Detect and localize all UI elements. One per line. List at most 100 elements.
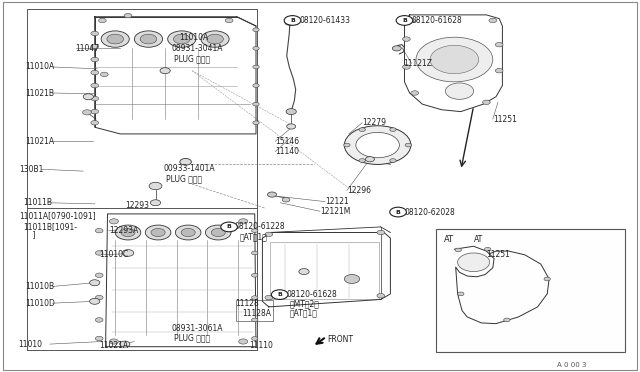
Circle shape xyxy=(91,44,99,49)
Text: 12121: 12121 xyxy=(325,197,349,206)
Text: （AT：1）: （AT：1） xyxy=(290,309,318,318)
Circle shape xyxy=(122,250,134,256)
Bar xyxy=(270,242,379,299)
Text: 11140: 11140 xyxy=(275,147,300,156)
Circle shape xyxy=(287,124,296,129)
Circle shape xyxy=(455,248,461,252)
Text: PLUG プラグ: PLUG プラグ xyxy=(174,54,210,63)
Circle shape xyxy=(253,46,259,50)
Circle shape xyxy=(458,292,464,296)
Circle shape xyxy=(299,269,309,275)
Text: ]: ] xyxy=(23,231,36,240)
Circle shape xyxy=(390,207,406,217)
Circle shape xyxy=(101,31,129,47)
Text: 11110: 11110 xyxy=(250,341,273,350)
Text: 08931-3061A: 08931-3061A xyxy=(172,324,223,333)
Circle shape xyxy=(239,219,248,224)
Circle shape xyxy=(344,143,350,147)
Circle shape xyxy=(377,294,385,298)
Circle shape xyxy=(377,230,385,235)
Circle shape xyxy=(253,28,259,32)
Text: FRONT: FRONT xyxy=(328,335,354,344)
Circle shape xyxy=(149,182,162,190)
Circle shape xyxy=(495,42,503,47)
Circle shape xyxy=(121,228,135,237)
Circle shape xyxy=(91,121,99,125)
Circle shape xyxy=(265,232,273,237)
Circle shape xyxy=(91,109,99,114)
Circle shape xyxy=(253,65,259,69)
Circle shape xyxy=(201,31,229,47)
Text: PLUG プラグ: PLUG プラグ xyxy=(166,174,202,183)
Circle shape xyxy=(495,68,503,73)
Circle shape xyxy=(124,13,132,18)
Text: 08120-61433: 08120-61433 xyxy=(300,16,351,25)
Circle shape xyxy=(90,298,100,304)
Text: 12293: 12293 xyxy=(125,201,149,210)
Text: A 0 00 3: A 0 00 3 xyxy=(557,362,586,368)
Circle shape xyxy=(396,16,413,25)
Text: 11010A: 11010A xyxy=(26,62,55,71)
Text: 11128A: 11128A xyxy=(242,309,271,318)
Text: 11128: 11128 xyxy=(236,299,259,308)
Text: 11011A[0790-1091]: 11011A[0790-1091] xyxy=(19,211,96,220)
Text: 08120-62028: 08120-62028 xyxy=(404,208,455,217)
Circle shape xyxy=(405,143,412,147)
Circle shape xyxy=(211,228,225,237)
Circle shape xyxy=(150,200,161,206)
Circle shape xyxy=(416,37,493,82)
Text: 11047: 11047 xyxy=(76,44,100,53)
Circle shape xyxy=(91,31,99,36)
Circle shape xyxy=(95,295,103,300)
Circle shape xyxy=(484,247,491,251)
Circle shape xyxy=(151,228,165,237)
Circle shape xyxy=(120,341,130,347)
Circle shape xyxy=(252,273,258,277)
Bar xyxy=(27,9,257,208)
Circle shape xyxy=(359,128,365,131)
Circle shape xyxy=(282,198,290,202)
Circle shape xyxy=(390,128,396,131)
Circle shape xyxy=(109,339,118,344)
Circle shape xyxy=(83,110,92,115)
Circle shape xyxy=(90,280,100,286)
Text: 12293A: 12293A xyxy=(109,226,138,235)
Circle shape xyxy=(286,109,296,115)
Text: B: B xyxy=(402,18,407,23)
Text: 15146: 15146 xyxy=(275,137,300,146)
Circle shape xyxy=(95,273,103,278)
Circle shape xyxy=(221,222,237,232)
Circle shape xyxy=(160,68,170,74)
Text: 11010D: 11010D xyxy=(26,299,56,308)
Circle shape xyxy=(253,84,259,87)
Circle shape xyxy=(252,318,258,322)
Circle shape xyxy=(83,94,93,100)
Circle shape xyxy=(271,290,288,299)
Circle shape xyxy=(268,192,276,197)
Circle shape xyxy=(95,228,103,233)
Circle shape xyxy=(91,83,99,88)
Circle shape xyxy=(430,45,479,74)
Circle shape xyxy=(95,251,103,255)
Text: 08120-61228: 08120-61228 xyxy=(235,222,285,231)
Circle shape xyxy=(458,253,490,272)
Text: 11021A: 11021A xyxy=(99,341,129,350)
Circle shape xyxy=(392,46,401,51)
Circle shape xyxy=(180,158,191,165)
Circle shape xyxy=(99,18,106,23)
Text: 11121Z: 11121Z xyxy=(403,59,432,68)
Circle shape xyxy=(489,18,497,23)
Bar xyxy=(236,300,273,321)
Circle shape xyxy=(107,34,124,44)
Circle shape xyxy=(408,18,415,23)
Circle shape xyxy=(205,225,231,240)
Circle shape xyxy=(225,18,233,23)
Circle shape xyxy=(403,65,410,69)
Circle shape xyxy=(356,132,399,158)
Text: B: B xyxy=(227,224,232,230)
Text: 11251: 11251 xyxy=(486,250,510,259)
Text: 08120-61628: 08120-61628 xyxy=(286,290,337,299)
Circle shape xyxy=(173,34,190,44)
Text: AT: AT xyxy=(474,235,483,244)
Circle shape xyxy=(344,275,360,283)
